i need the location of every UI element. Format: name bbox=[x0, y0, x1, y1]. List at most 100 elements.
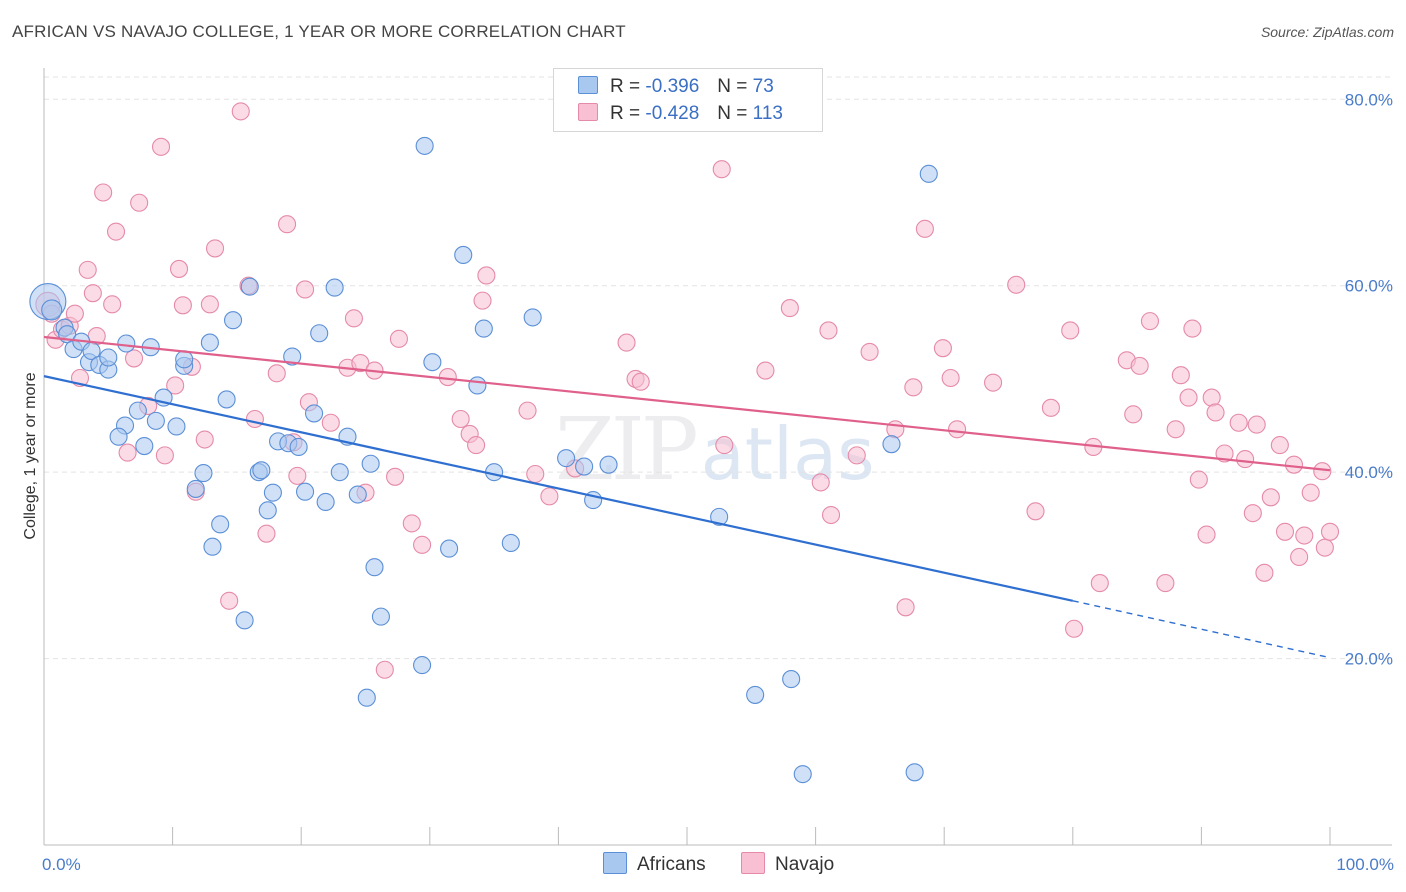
navajo-point bbox=[712, 160, 731, 179]
navajo-point bbox=[1313, 462, 1332, 481]
navajo-point bbox=[103, 295, 122, 314]
africans-point bbox=[316, 492, 335, 512]
navajo-point bbox=[948, 420, 967, 439]
navajo-point bbox=[245, 409, 264, 429]
navajo-point bbox=[819, 321, 838, 340]
africans-point bbox=[200, 333, 219, 352]
axes-layer bbox=[43, 68, 1392, 846]
africans-point bbox=[523, 308, 542, 327]
legend-n-value: 73 bbox=[752, 76, 774, 97]
navajo-point bbox=[1189, 470, 1208, 489]
navajo-point bbox=[904, 378, 923, 397]
navajo-point bbox=[1007, 275, 1026, 294]
africans-point bbox=[146, 411, 165, 430]
navajo-point bbox=[1026, 502, 1045, 521]
legend-r-label: R = bbox=[610, 76, 641, 97]
navajo-point bbox=[321, 413, 340, 432]
navajo-point bbox=[1171, 366, 1190, 385]
navajo-point bbox=[413, 535, 432, 554]
navajo-point bbox=[1202, 388, 1221, 407]
navajo-point bbox=[896, 598, 915, 617]
navajo-point bbox=[1061, 321, 1080, 340]
trend-lines bbox=[43, 335, 1331, 659]
legend-r-value: -0.396 bbox=[645, 76, 700, 97]
navajo-point bbox=[1243, 504, 1262, 523]
legend-r-value: -0.428 bbox=[645, 103, 700, 124]
y-tick-label: 20.0% bbox=[1345, 650, 1393, 669]
navajo-point bbox=[1041, 398, 1060, 417]
navajo-point bbox=[1065, 619, 1084, 638]
navajo-point bbox=[118, 443, 137, 462]
africans-point bbox=[575, 457, 594, 476]
africans-legend-swatch bbox=[603, 852, 627, 874]
africans-point bbox=[348, 485, 367, 504]
africans-point bbox=[474, 319, 493, 338]
africans-point bbox=[289, 437, 308, 457]
navajo-trend-line bbox=[43, 335, 1331, 472]
axis-labels: 20.0% 40.0% 60.0% 80.0% 0.0% 100.0% College, 1… bbox=[22, 90, 1394, 874]
africans-point bbox=[240, 277, 259, 296]
navajo-point bbox=[231, 102, 250, 121]
navajo-point bbox=[375, 660, 394, 679]
navajo-point bbox=[1290, 547, 1309, 567]
africans-point bbox=[175, 350, 194, 369]
navajo-point bbox=[518, 401, 537, 420]
navajo-point bbox=[811, 473, 830, 492]
africans-point bbox=[423, 353, 442, 372]
y-tick-label: 60.0% bbox=[1345, 277, 1393, 296]
navajo-point bbox=[1179, 388, 1198, 407]
africans-point bbox=[501, 533, 520, 553]
africans-point bbox=[128, 401, 147, 420]
navajo-point bbox=[83, 284, 102, 303]
navajo-point bbox=[715, 436, 734, 455]
navajo-point bbox=[780, 299, 799, 318]
navajo-point bbox=[220, 591, 239, 610]
legend-r-label: R = bbox=[610, 103, 641, 124]
africans-swatch bbox=[578, 76, 598, 94]
navajo-point bbox=[205, 239, 225, 258]
navajo-point bbox=[526, 464, 545, 484]
bottom-legend-africans: Africans bbox=[603, 852, 706, 876]
africans-point bbox=[440, 539, 459, 558]
navajo-point bbox=[473, 291, 492, 310]
africans-trend-extension bbox=[1072, 600, 1331, 659]
navajo-point bbox=[860, 342, 879, 361]
africans-point bbox=[305, 404, 324, 423]
africans-point bbox=[223, 311, 243, 330]
navajo-point bbox=[984, 373, 1003, 392]
y-tick-label: 40.0% bbox=[1345, 463, 1393, 482]
navajo-point bbox=[1124, 405, 1143, 424]
y-tick-label: 80.0% bbox=[1345, 90, 1393, 109]
navajo-point bbox=[821, 505, 841, 525]
navajo-point bbox=[1156, 574, 1175, 593]
africans-point bbox=[415, 136, 434, 155]
africans-point bbox=[252, 461, 271, 480]
navajo-point bbox=[130, 193, 149, 212]
navajo-point bbox=[257, 524, 276, 543]
navajo-point bbox=[1206, 403, 1225, 422]
navajo-point bbox=[438, 368, 457, 387]
africans-point bbox=[746, 685, 765, 704]
africans-point bbox=[99, 348, 118, 367]
navajo-point bbox=[1236, 450, 1255, 469]
navajo-point bbox=[1140, 312, 1160, 331]
navajo-point bbox=[1255, 563, 1274, 582]
africans-point bbox=[882, 435, 901, 454]
navajo-point bbox=[166, 376, 185, 395]
navajo-point bbox=[1284, 455, 1304, 474]
navajo-point bbox=[65, 304, 84, 323]
navajo-point bbox=[195, 430, 214, 449]
africans-point bbox=[258, 501, 277, 520]
navajo-point bbox=[151, 137, 171, 156]
navajo-point bbox=[477, 266, 496, 285]
africans-point bbox=[330, 463, 349, 482]
navajo-point bbox=[540, 487, 559, 506]
africans-point bbox=[296, 482, 315, 501]
africans-point bbox=[203, 537, 222, 556]
navajo-point bbox=[169, 259, 189, 278]
africans-point bbox=[217, 390, 236, 409]
legend-row-navajo: R = -0.428 N = 113 bbox=[578, 103, 783, 125]
navajo-point bbox=[351, 354, 370, 373]
africans-point bbox=[263, 483, 282, 502]
africans-point bbox=[557, 449, 576, 468]
